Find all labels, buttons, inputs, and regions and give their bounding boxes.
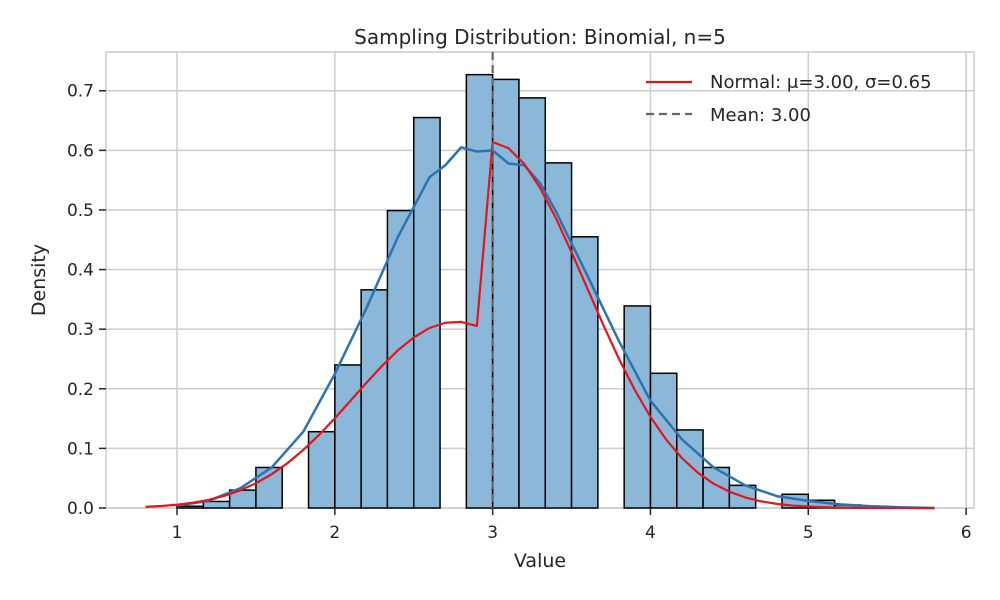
histogram-bar	[334, 364, 362, 509]
histogram-bar	[412, 116, 441, 509]
legend-label-mean: Mean: 3.00	[710, 105, 811, 126]
y-tick-label: 0.5	[67, 201, 94, 221]
x-tick-label: 5	[803, 523, 814, 543]
y-tick-label: 0.0	[67, 499, 94, 519]
histogram-bars	[176, 73, 888, 509]
histogram-bar	[623, 305, 652, 509]
x-axis-label: Value	[514, 550, 566, 572]
histogram-bar	[307, 430, 336, 509]
histogram-bar	[649, 372, 678, 509]
x-tick-label: 4	[645, 523, 656, 543]
y-tick-label: 0.6	[67, 141, 94, 161]
x-tick-label: 3	[487, 523, 498, 543]
series-lines	[145, 52, 935, 510]
y-tick-label: 0.2	[67, 380, 94, 400]
histogram-bar	[255, 466, 283, 509]
legend: Normal: μ=3.00, σ=0.65 Mean: 3.00	[646, 72, 932, 126]
legend-label-normal: Normal: μ=3.00, σ=0.65	[710, 72, 932, 93]
y-tick-label: 0.4	[67, 261, 94, 281]
x-ticks: 1 2 3 4 5 6	[172, 508, 972, 543]
y-ticks: 0.0 0.1 0.2 0.3 0.4 0.5 0.6 0.7	[67, 82, 106, 519]
histogram-bar	[360, 289, 389, 509]
x-tick-label: 2	[329, 523, 340, 543]
x-tick-label: 1	[172, 523, 183, 543]
histogram-bar	[176, 505, 205, 509]
histogram-bar	[386, 209, 415, 509]
histogram-bar	[518, 97, 547, 509]
histogram-bar	[570, 236, 599, 509]
y-tick-label: 0.1	[67, 439, 94, 459]
y-axis-label: Density	[28, 244, 50, 316]
normal-curve-line	[145, 140, 935, 510]
chart-title: Sampling Distribution: Binomial, n=5	[354, 25, 726, 49]
y-tick-label: 0.3	[67, 320, 94, 340]
x-tick-label: 6	[961, 523, 972, 543]
histogram-bar	[544, 162, 573, 509]
y-tick-label: 0.7	[67, 82, 94, 102]
histogram-bar	[676, 429, 704, 509]
histogram-bar	[202, 500, 231, 509]
